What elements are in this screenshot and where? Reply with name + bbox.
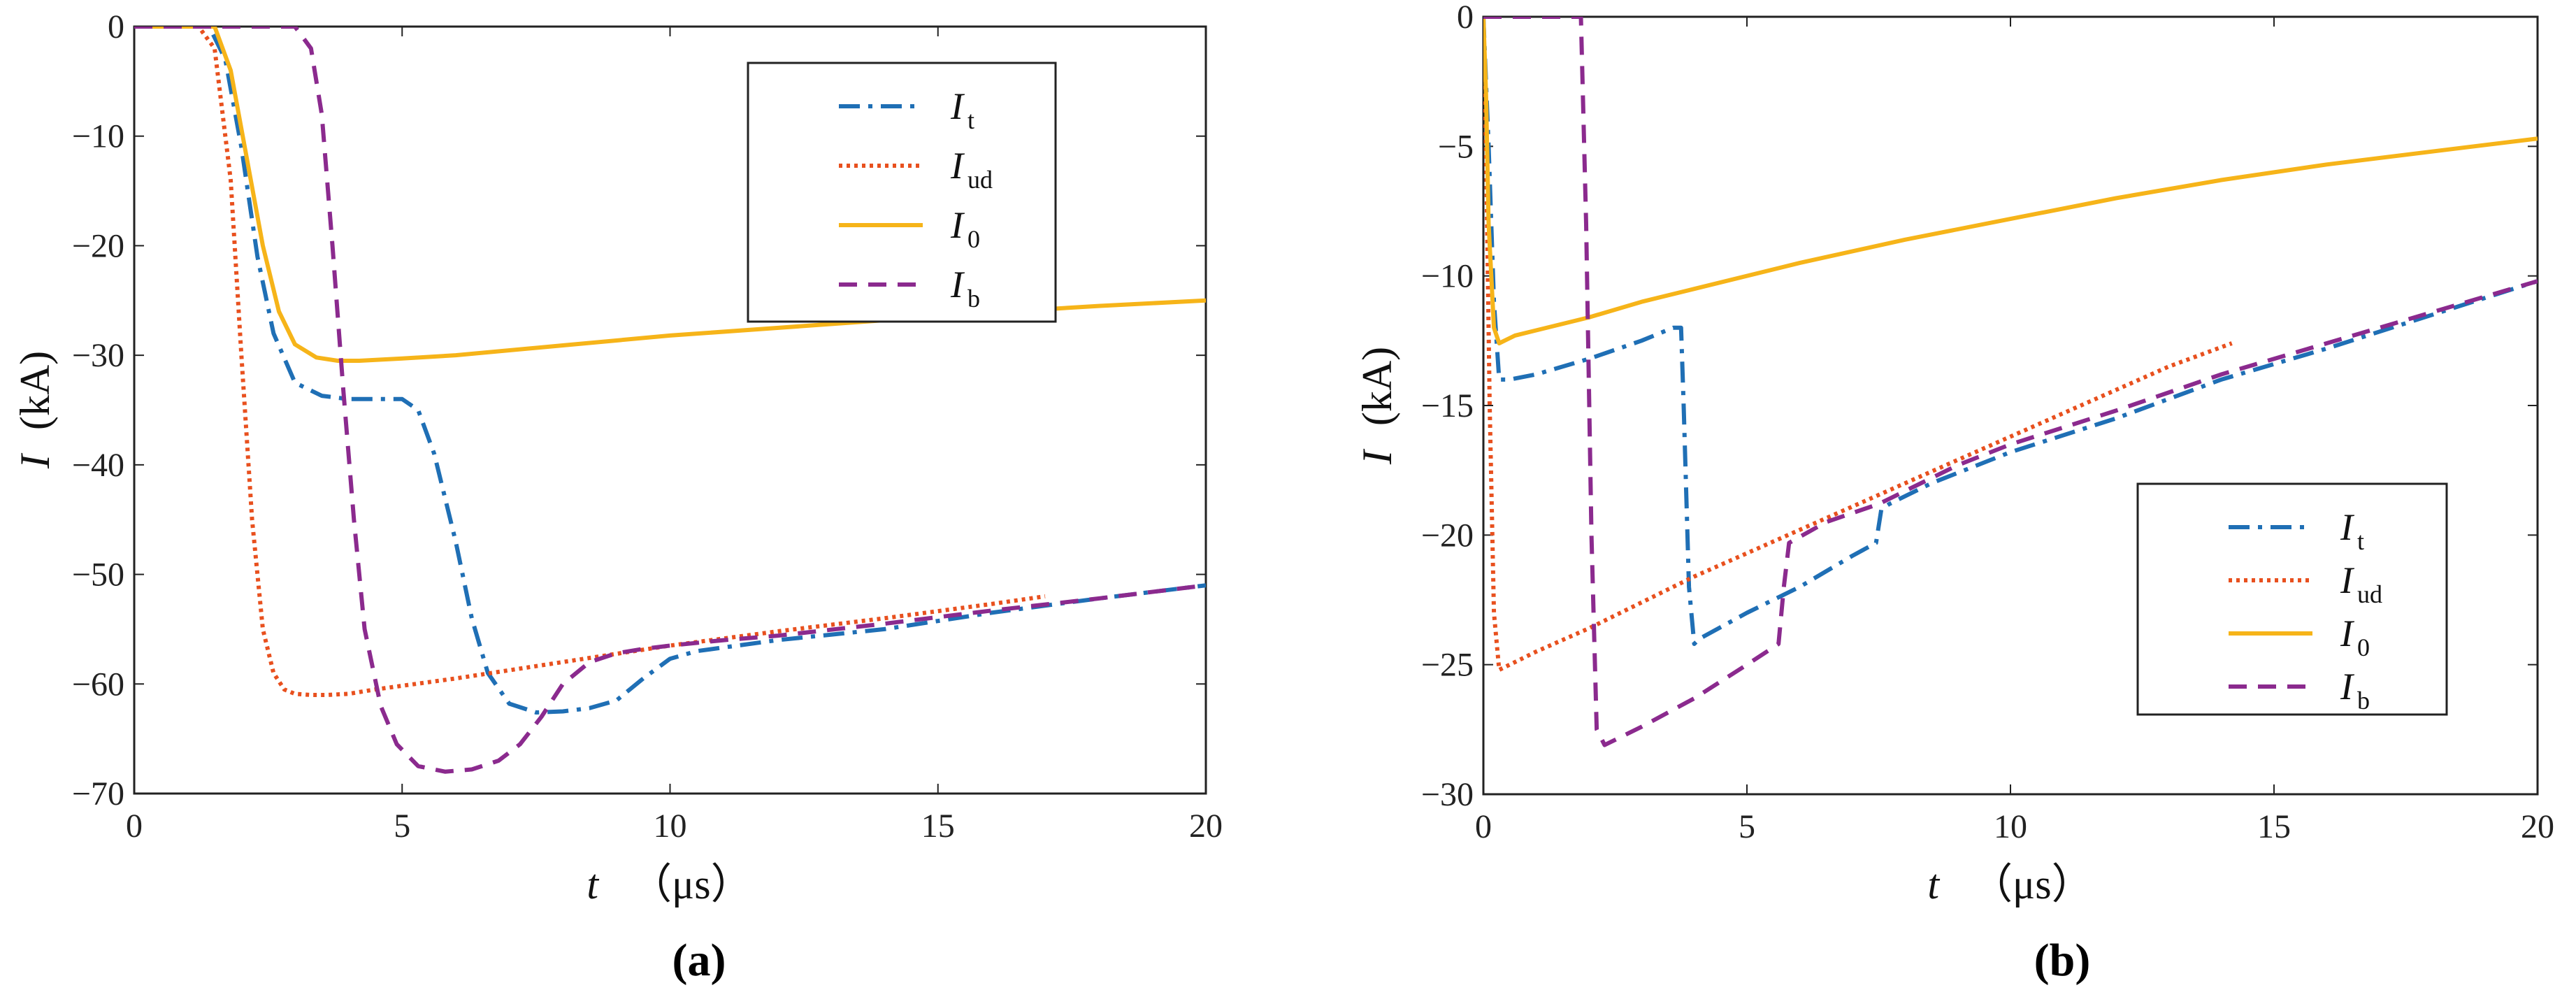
y-axis-symbol: I bbox=[1354, 448, 1400, 465]
y-tick-label: −60 bbox=[72, 666, 124, 703]
y-tick-label: −25 bbox=[1421, 647, 1474, 684]
series-line-Ib bbox=[134, 27, 1206, 774]
legend-entry-symbol: I bbox=[950, 264, 965, 306]
legend-entry-subscript: b bbox=[967, 285, 980, 313]
y-tick-label: −30 bbox=[72, 337, 124, 374]
legend-entry-subscript: t bbox=[2357, 527, 2364, 555]
x-axis-label: t （μs） bbox=[1927, 861, 2093, 908]
series-line-Iud bbox=[134, 27, 1046, 697]
x-tick-label: 15 bbox=[2257, 808, 2291, 845]
x-tick-label: 10 bbox=[1994, 808, 2027, 845]
axis-ticks: 0 5 10 15 20 0 −5 −10 −15 −20 −25 −30 bbox=[1421, 0, 2554, 845]
y-axis-label: I (kA) bbox=[12, 351, 58, 469]
y-tick-label: −50 bbox=[72, 557, 124, 594]
y-tick-label: 0 bbox=[1457, 0, 1474, 36]
series-line-It bbox=[1483, 17, 2538, 646]
panel-caption-a: (a) bbox=[672, 935, 726, 986]
series-line-Ib bbox=[1483, 17, 2538, 747]
x-axis-unit: （μs） bbox=[1971, 861, 2094, 908]
panel-caption-b: (b) bbox=[2034, 935, 2091, 986]
legend-entry-symbol: I bbox=[950, 85, 965, 127]
x-axis-symbol: t bbox=[587, 861, 599, 908]
y-axis-unit: (kA) bbox=[12, 351, 58, 430]
y-tick-label: −40 bbox=[72, 447, 124, 484]
y-axis-unit: (kA) bbox=[1354, 347, 1400, 426]
x-tick-label: 0 bbox=[126, 808, 143, 845]
y-tick-label: −15 bbox=[1421, 387, 1474, 424]
x-axis-label: t （μs） bbox=[587, 861, 752, 908]
y-tick-label: −20 bbox=[1421, 517, 1474, 554]
y-tick-label: −70 bbox=[72, 775, 124, 812]
legend-entry-symbol: I bbox=[2340, 559, 2355, 601]
legend-entry-symbol: I bbox=[950, 204, 965, 246]
legend-entry-subscript: ud bbox=[2357, 580, 2382, 608]
x-tick-label: 10 bbox=[654, 808, 687, 845]
legend-entry-subscript: 0 bbox=[967, 225, 980, 253]
axis-ticks: 0 5 10 15 20 0 −10 −20 −30 −40 −50 −60 −70 bbox=[72, 8, 1223, 845]
x-tick-label: 5 bbox=[394, 808, 410, 845]
x-tick-label: 0 bbox=[1475, 808, 1492, 845]
legend-entry-subscript: ud bbox=[967, 166, 993, 194]
legend-entry-subscript: b bbox=[2357, 687, 2370, 715]
legend-entry-symbol: I bbox=[2340, 612, 2355, 654]
y-tick-label: 0 bbox=[108, 8, 124, 45]
y-tick-label: −10 bbox=[72, 118, 124, 155]
legend-entry-symbol: I bbox=[2340, 506, 2355, 548]
series-line-Iud bbox=[1483, 17, 2233, 673]
x-tick-label: 20 bbox=[2521, 808, 2554, 845]
legend-box bbox=[2136, 482, 2448, 716]
legend-entry-symbol: I bbox=[950, 145, 965, 187]
legend-entry-subscript: t bbox=[967, 106, 974, 134]
y-axis-symbol: I bbox=[12, 452, 58, 469]
y-tick-label: −10 bbox=[1421, 258, 1474, 295]
series-line-I0 bbox=[1483, 17, 2538, 345]
x-axis-unit: （μs） bbox=[630, 861, 753, 908]
legend-entry-symbol: I bbox=[2340, 666, 2355, 708]
y-tick-label: −30 bbox=[1421, 776, 1474, 813]
y-tick-label: −20 bbox=[72, 227, 124, 264]
x-axis-symbol: t bbox=[1927, 861, 1940, 908]
y-tick-label: −5 bbox=[1438, 128, 1474, 165]
x-tick-label: 15 bbox=[921, 808, 955, 845]
x-tick-label: 20 bbox=[1189, 808, 1223, 845]
series-lines bbox=[1483, 17, 2538, 747]
y-axis-label: I (kA) bbox=[1354, 347, 1400, 465]
x-tick-label: 5 bbox=[1739, 808, 1755, 845]
legend-entry-subscript: 0 bbox=[2357, 633, 2370, 661]
